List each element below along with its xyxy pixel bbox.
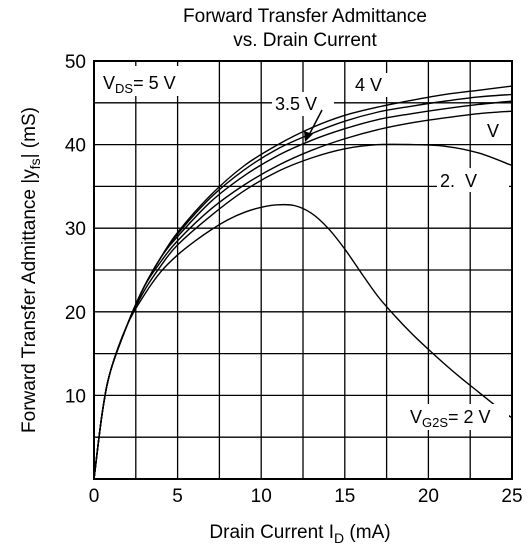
y-axis-label-sub: fs: [27, 158, 43, 169]
x-tick-label: 20: [418, 486, 439, 507]
y-axis-label: Forward Transfer Admittance |yfs| (mS): [19, 107, 43, 433]
y-axis-label-main: Forward Transfer Admittance |y: [19, 169, 40, 433]
series-label-v-backdrop: [483, 118, 511, 142]
condition-label-backdrop: [98, 66, 218, 96]
x-axis-label-main: Drain Current I: [209, 522, 334, 543]
series-label-2v-backdrop: [437, 168, 509, 192]
condition-label-sub: DS: [115, 81, 133, 96]
y-tick-label: 40: [65, 136, 86, 157]
plot-frame: [93, 60, 513, 480]
series-lines: [93, 85, 513, 480]
series-label-vg2s-main: V: [410, 407, 422, 427]
series-label-3-5v-backdrop: [272, 92, 334, 116]
x-tick-label: 5: [172, 486, 183, 507]
series-label-3-5v-arrow: [308, 109, 323, 136]
series-label-4v-backdrop: [352, 73, 396, 97]
series-label-v: V: [487, 121, 499, 141]
x-axis-label-unit: (mA): [349, 522, 390, 543]
series-label-vg2s-rest: = 2 V: [448, 407, 491, 427]
tick-labels: 0 5 10 15 20 25 10 20 30 40 50: [65, 52, 523, 507]
x-tick-label: 0: [89, 486, 100, 507]
x-axis-label: Drain Current ID (mA): [209, 522, 390, 546]
y-tick-label: 20: [65, 303, 86, 324]
x-axis-label-sub: D: [334, 530, 344, 546]
y-axis-label-unit: | (mS): [19, 107, 40, 158]
chart-title-line-1: Forward Transfer Admittance: [183, 6, 427, 27]
x-tick-label: 25: [501, 486, 522, 507]
series-label-3-5v: 3.5 V: [275, 94, 317, 114]
series-label-vg2s-sub: G2S: [422, 415, 448, 430]
series-label-2v: 2. V: [440, 171, 477, 191]
y-tick-label: 10: [65, 386, 86, 407]
x-tick-label: 10: [251, 486, 272, 507]
series-label-vg2s: VG2S= 2 V: [410, 407, 491, 430]
chart-title-line-2: vs. Drain Current: [233, 30, 377, 51]
series-line-5: [93, 203, 513, 480]
series-label-vg2s-backdrop: [405, 404, 509, 430]
series-label-3-5v-arrowhead: [304, 131, 313, 142]
condition-label-rest: = 5 V: [133, 73, 176, 93]
x-tick-label: 15: [334, 486, 355, 507]
y-tick-label: 30: [65, 219, 86, 240]
series-label-4v: 4 V: [355, 75, 382, 95]
y-tick-label: 50: [65, 52, 86, 73]
condition-label-main: V: [103, 73, 115, 93]
condition-label: VDS= 5 V: [103, 73, 176, 96]
